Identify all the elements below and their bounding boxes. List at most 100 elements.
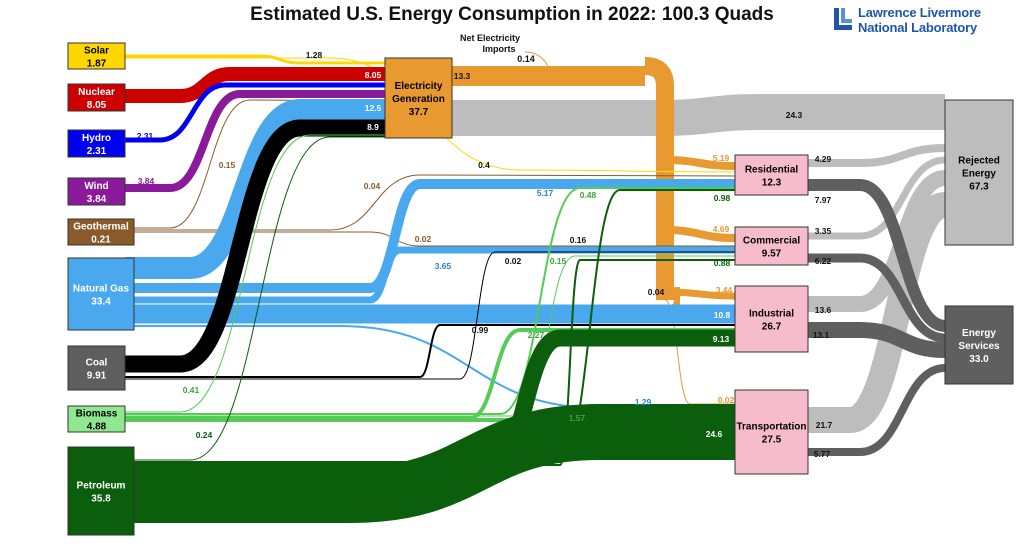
flow-label-res-svc: 7.97 xyxy=(815,195,832,205)
flow-label-petro-com-small: 0.04 xyxy=(648,287,665,297)
sector-commercial-value: 9.57 xyxy=(762,249,782,260)
logo-line2: National Laboratory xyxy=(858,20,977,35)
nuclear-elec-flow xyxy=(125,67,385,103)
rejected-energy-value: 67.3 xyxy=(969,182,989,193)
source-hydro-label: Hydro xyxy=(82,133,111,144)
source-geothermal-value: 0.21 xyxy=(91,235,111,246)
logo-line1: Lawrence Livermore xyxy=(858,5,981,20)
flow-label-geo-res: 0.04 xyxy=(364,181,381,191)
flow-label-gas-com: 3.65 xyxy=(435,261,452,271)
res-svc-flow xyxy=(808,179,947,332)
flow-label-petro-com: 0.88 xyxy=(714,258,731,268)
trans-svc-flow xyxy=(808,364,946,456)
flow-label-petro-res2: 0.98 xyxy=(714,193,731,203)
flow-label-gas-ind: 10.8 xyxy=(714,310,731,320)
flow-label-ind-rej: 13.6 xyxy=(815,305,832,315)
sector-transportation-label: Transportation xyxy=(736,422,806,433)
flow-label-bio-ind: 2.27 xyxy=(528,330,545,340)
com-rej-flow xyxy=(808,156,946,240)
petro-trans-flow xyxy=(125,404,735,523)
bio-ind-flow xyxy=(125,328,735,420)
source-natural_gas-label: Natural Gas xyxy=(73,284,130,295)
node-boxes: Solar 1.87 Nuclear 8.05 Hydro 2.31 Wind 3.84 Geo… xyxy=(67,42,1014,536)
elec-rejected-flow xyxy=(452,94,945,136)
sector-residential-value: 12.3 xyxy=(762,178,782,189)
flow-label-nuclear-elec: 8.05 xyxy=(365,70,382,80)
petro-elec-flow xyxy=(125,136,385,461)
flow-label-trans-svc: 5.77 xyxy=(814,449,831,459)
elec-res-flow xyxy=(664,156,736,170)
flow-label-bio-res: 0.48 xyxy=(580,190,597,200)
electricity-generation-value: 37.7 xyxy=(409,107,429,118)
res-rej-flow xyxy=(808,144,946,167)
flow-label-res-rej: 4.29 xyxy=(815,154,832,164)
flow-label-elec-rejected: 24.3 xyxy=(786,110,803,120)
coal-com-flow xyxy=(125,251,735,380)
source-coal-label: Coal xyxy=(86,358,108,369)
geo-res-flow xyxy=(125,174,736,231)
source-petroleum: Petroleum 35.8 xyxy=(67,446,135,536)
flow-label-petro-ind: 9.13 xyxy=(713,334,730,344)
source-coal-value: 9.91 xyxy=(87,371,107,382)
flow-label-solar-elec: 1.28 xyxy=(306,50,323,60)
rejected-energy-label: Energy xyxy=(962,169,996,180)
sector-transportation-value: 27.5 xyxy=(762,435,782,446)
flow-label-trans-rej: 21.7 xyxy=(816,420,833,430)
source-biomass-value: 4.88 xyxy=(87,422,107,433)
sector-industrial-label: Industrial xyxy=(749,309,794,320)
gas-res-flow xyxy=(125,179,735,293)
source-nuclear-label: Nuclear xyxy=(78,87,115,98)
source-nuclear: Nuclear 8.05 xyxy=(67,83,126,112)
sector-commercial-label: Commercial xyxy=(743,236,800,247)
flow-label-elec-ind: 3.44 xyxy=(716,285,733,295)
net-imports-flow xyxy=(524,51,549,67)
flow-label-elec-res: 5.19 xyxy=(713,153,730,163)
energy-services: Energy Services 33.0 xyxy=(944,305,1014,385)
flow-label-hydro-elec: 2.31 xyxy=(137,131,154,141)
flow-label-solar-res: 0.4 xyxy=(478,160,490,170)
source-geothermal: Geothermal 0.21 xyxy=(67,218,135,246)
source-wind-label: Wind xyxy=(84,181,108,192)
flow-label-gas-res: 5.17 xyxy=(537,188,554,198)
com-svc-flow xyxy=(808,253,946,343)
gas-elec-flow xyxy=(125,99,385,279)
flow-label-elec-trans: 0.02 xyxy=(718,395,735,405)
source-coal: Coal 9.91 xyxy=(67,345,126,391)
flow-label-wind-elec: 3.84 xyxy=(138,176,155,186)
flow-label-gas-elec: 12.5 xyxy=(365,103,382,113)
electricity-generation: Electricity Generation 37.7 xyxy=(384,57,453,139)
rejected-energy: Rejected Energy 67.3 xyxy=(944,99,1014,246)
energy-services-value: 33.0 xyxy=(969,354,989,365)
llnl-logo: Lawrence Livermore National Laboratory xyxy=(832,4,1012,38)
electricity-generation-label: Generation xyxy=(392,94,445,105)
source-hydro: Hydro 2.31 xyxy=(67,129,126,158)
source-solar: Solar 1.87 xyxy=(67,42,126,70)
flow-label-petro-res: 0.16 xyxy=(570,235,587,245)
net-imports-value: 0.14 xyxy=(517,54,535,64)
sector-residential-label: Residential xyxy=(745,165,799,176)
flow-label-bio-trans: 1.57 xyxy=(569,413,586,423)
source-biomass: Biomass 4.88 xyxy=(67,405,126,433)
flow-label-coal-ind: 0.99 xyxy=(472,325,489,335)
source-hydro-value: 2.31 xyxy=(87,146,107,157)
llnl-mark-icon xyxy=(834,8,852,30)
net-imports-label: Imports xyxy=(482,44,515,54)
sector-industrial: Industrial 26.7 xyxy=(734,285,809,353)
gas-com-flow xyxy=(125,246,735,304)
source-solar-label: Solar xyxy=(84,46,109,57)
flow-label-coal-com: 0.02 xyxy=(505,256,522,266)
bio-res-flow xyxy=(125,187,735,415)
flow-label-bio-com: 0.15 xyxy=(550,256,567,266)
source-nuclear-value: 8.05 xyxy=(87,100,107,111)
flow-label-geo-com: 0.02 xyxy=(415,234,432,244)
flow-label-petro-elec: 0.24 xyxy=(196,430,213,440)
source-natural_gas: Natural Gas 33.4 xyxy=(67,257,135,331)
sector-residential: Residential 12.3 xyxy=(734,154,809,196)
flow-label-coal-elec: 8.9 xyxy=(367,122,379,132)
source-petroleum-value: 35.8 xyxy=(91,494,111,505)
source-geothermal-label: Geothermal xyxy=(73,222,129,233)
flow-label-elec-com: 4.69 xyxy=(713,224,730,234)
bio-elec-flow xyxy=(125,134,385,413)
